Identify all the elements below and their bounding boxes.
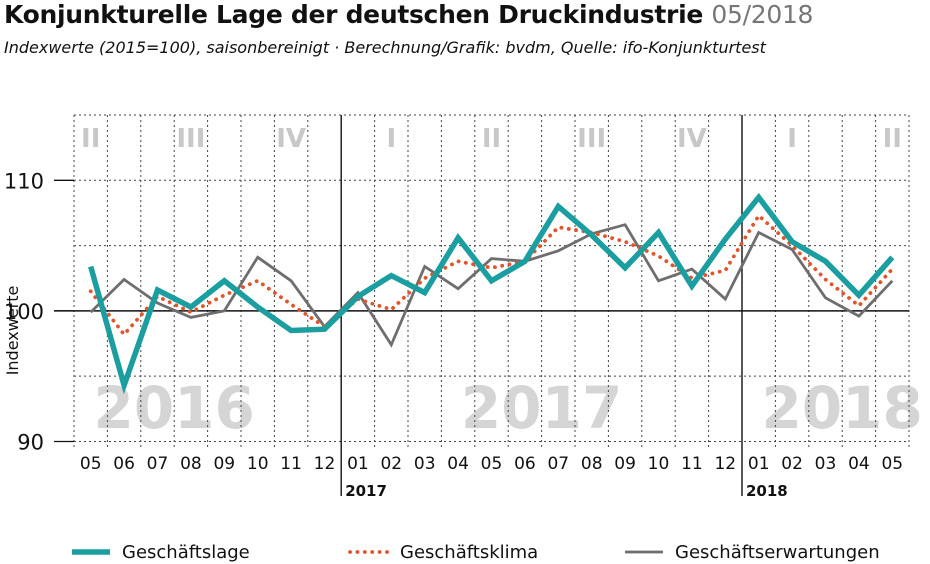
x-tick-label: 06 [514, 454, 536, 474]
x-tick-label: 04 [447, 454, 469, 474]
quarter-labels: II III IV I II III IV I II [81, 124, 902, 154]
x-tick-label: 09 [213, 454, 235, 474]
quarter-label: IV [677, 124, 707, 154]
quarter-label: I [386, 124, 396, 154]
series-lines [88, 192, 895, 395]
x-tick-label: 09 [614, 454, 636, 474]
quarter-label: III [176, 124, 205, 154]
x-tick-label: 03 [414, 454, 436, 474]
x-tick-label: 01 [347, 454, 369, 474]
quarter-label: II [883, 124, 902, 154]
quarter-label: I [787, 124, 797, 154]
x-tick-label: 08 [581, 454, 603, 474]
quarter-label: II [81, 124, 100, 154]
x-tick-label: 10 [247, 454, 269, 474]
axes: 90 100 110 Indexwerte 05 06 07 08 09 10 11 12 01 02 03… [3, 115, 909, 500]
y-tick-label: 110 [4, 169, 44, 193]
legend-label: Geschäftserwartungen [675, 542, 880, 563]
x-tick-label: 05 [481, 454, 503, 474]
x-tick-label: 11 [681, 454, 703, 474]
legend: Geschäftslage Geschäftsklima Geschäftserwa… [72, 542, 880, 563]
y-tick-label: 90 [17, 430, 44, 454]
quarter-label: IV [276, 124, 306, 154]
x-tick-label: 05 [80, 454, 102, 474]
quarter-label: III [577, 124, 606, 154]
x-tick-label: 10 [648, 454, 670, 474]
y-tick-label: 100 [4, 300, 44, 324]
x-tick-label: 05 [881, 454, 903, 474]
series-line-geschäftserwartungen [89, 223, 894, 348]
x-tick-label: 02 [781, 454, 803, 474]
year-marker-label: 2017 [345, 482, 387, 500]
year-marker-label: 2018 [746, 482, 788, 500]
title-date: 05/2018 [711, 0, 814, 29]
x-tick-label: 07 [547, 454, 569, 474]
y-axis-label: Indexwerte [3, 286, 22, 376]
x-tick-label: 12 [314, 454, 336, 474]
x-tick-label: 07 [147, 454, 169, 474]
x-tick-label: 02 [380, 454, 402, 474]
x-tick-label: 11 [280, 454, 302, 474]
x-tick-label: 03 [815, 454, 837, 474]
x-tick-label: 04 [848, 454, 870, 474]
legend-label: Geschäftsklima [400, 542, 538, 563]
gridlines [73, 114, 910, 448]
chart-title: Konjunkturelle Lage der deutschen Drucki… [4, 0, 813, 29]
chart-subtitle: Indexwerte (2015=100), saisonbereinigt ·… [4, 38, 766, 57]
series-line-geschäftsklima [88, 212, 895, 338]
legend-label: Geschäftslage [122, 542, 250, 563]
x-tick-label: 08 [180, 454, 202, 474]
quarter-label: II [482, 124, 501, 154]
x-tick-label: 06 [113, 454, 135, 474]
x-tick-label: 01 [748, 454, 770, 474]
title-text: Konjunkturelle Lage der deutschen Drucki… [4, 0, 703, 29]
x-tick-label: 12 [714, 454, 736, 474]
series-line-geschäftslage [88, 192, 895, 395]
